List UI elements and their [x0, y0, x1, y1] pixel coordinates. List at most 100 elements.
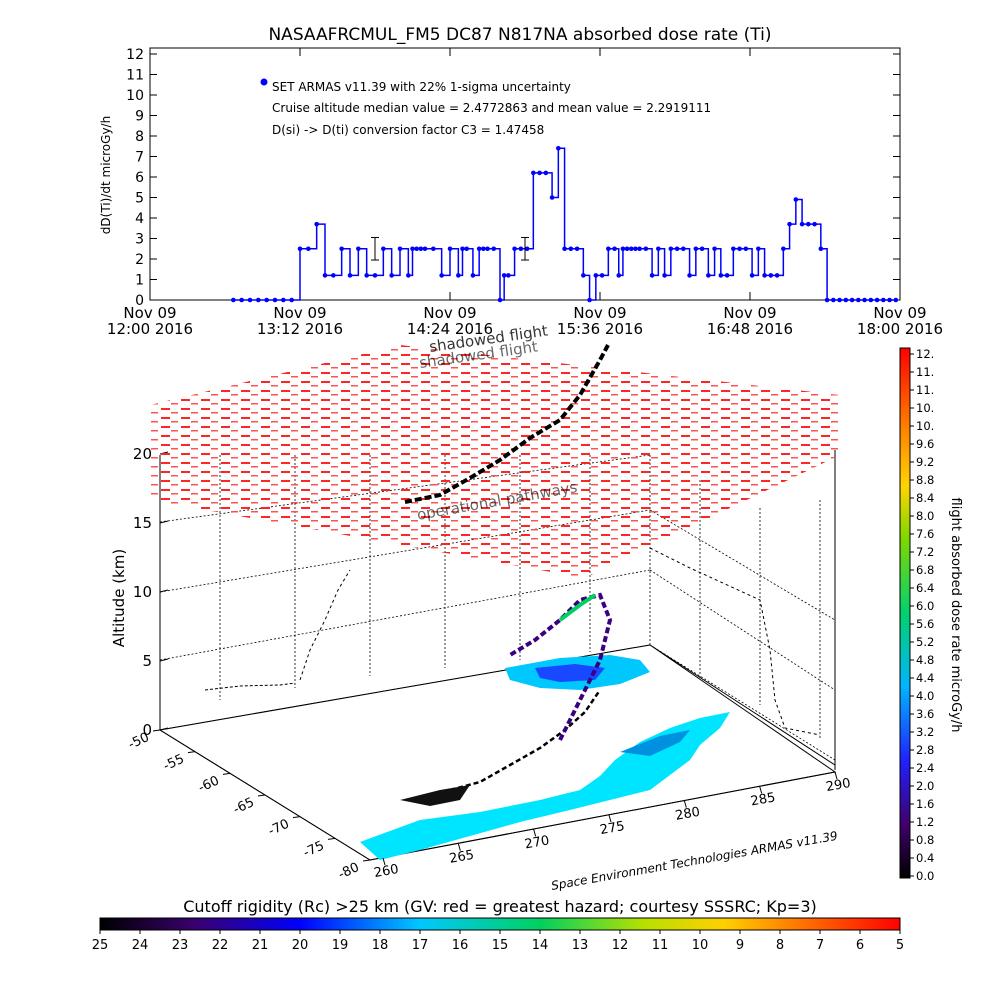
- data-point: [356, 246, 361, 252]
- x-tick-date: Nov 09: [723, 304, 776, 322]
- data-point: [812, 221, 817, 227]
- data-point: [706, 273, 711, 278]
- lat-tick-label: -60: [196, 773, 222, 796]
- lon-tick: [834, 771, 838, 780]
- data-point: [581, 273, 586, 278]
- colorbar-tick-label: 0.8: [916, 833, 934, 847]
- lon-tick-label: 275: [599, 819, 626, 838]
- rigidity-tick-label: 5: [896, 938, 904, 953]
- colorbar-tick-label: 4.0: [916, 689, 934, 703]
- y-tick-label: 6: [135, 170, 144, 186]
- x-tick-date: Nov 09: [123, 304, 176, 322]
- data-point: [464, 246, 469, 252]
- colorbar-tick-label: 1.6: [916, 797, 934, 811]
- data-point: [231, 297, 236, 303]
- colorbar-tick-label: 4.4: [916, 671, 934, 685]
- colorbar-tick-label: 5.6: [916, 617, 934, 631]
- data-point: [256, 297, 261, 303]
- dose-rate-series: [231, 146, 899, 303]
- y-tick-label: 11: [126, 68, 144, 84]
- data-point: [774, 273, 780, 278]
- lon-tick: [457, 843, 461, 851]
- y-axis-label: dD(Ti)/dt microGy/h: [99, 116, 113, 234]
- y-tick-label: 3: [135, 232, 144, 248]
- lat-tick: [327, 837, 336, 840]
- z-tick: [159, 658, 169, 662]
- z-tick-label: 20: [133, 445, 152, 463]
- colorbar-tick-label: 10.: [916, 419, 934, 433]
- colorbar-tick-label: 2.8: [916, 743, 934, 757]
- credit-text: Space Environment Technologies ARMAS v11…: [550, 829, 839, 893]
- y-tick-label: 9: [135, 109, 144, 125]
- data-point: [881, 297, 886, 303]
- data-point: [687, 273, 692, 278]
- data-point: [712, 246, 717, 252]
- data-point: [756, 246, 761, 252]
- rigidity-tick-label: 9: [736, 938, 744, 953]
- flight-path-cruise: [404, 344, 610, 504]
- data-point: [339, 246, 344, 252]
- flight-path-accent: [558, 593, 597, 622]
- data-point: [264, 297, 269, 303]
- data-point: [724, 273, 730, 278]
- data-point: [447, 246, 453, 252]
- colorbar-tick-label: 6.8: [916, 563, 934, 577]
- data-point: [616, 273, 622, 278]
- data-point: [649, 273, 655, 278]
- annotation-cruise: Cruise altitude median value = 2.4772863…: [272, 101, 711, 115]
- lat-tick-label: -75: [301, 838, 327, 861]
- rigidity-colorbar: Cutoff rigidity (Rc) >25 km (GV: red = g…: [92, 897, 904, 953]
- data-point: [297, 246, 303, 252]
- annotation-conversion: D(si) -> D(ti) conversion factor C3 = 1.…: [272, 123, 544, 137]
- data-point: [556, 146, 561, 151]
- south-america-core: [535, 664, 605, 682]
- data-point: [247, 297, 253, 303]
- rigidity-tick-label: 23: [172, 938, 189, 953]
- data-point: [531, 170, 536, 176]
- colorbar-tick-label: 0.0: [916, 869, 934, 883]
- data-point: [743, 246, 749, 252]
- data-point: [606, 246, 611, 252]
- rigidity-tick-label: 6: [856, 938, 864, 953]
- colorbar-tick-label: 11.: [916, 383, 934, 397]
- data-point: [306, 246, 311, 252]
- lat-tick-label: -65: [231, 795, 257, 818]
- lon-tick: [608, 814, 612, 823]
- y-tick-label: 0: [135, 293, 144, 309]
- data-point: [364, 273, 369, 278]
- dose-colorbar: 0.0 0.4 0.8 1.2 1.6 2.0 2.4 2.8 3.2 3.6 4.0 4.4 4.8 5…: [899, 347, 963, 883]
- data-point: [281, 297, 286, 303]
- data-point: [470, 273, 476, 278]
- data-point: [668, 246, 674, 252]
- x-tick-date: Nov 09: [573, 304, 626, 322]
- side-projection-vertical: [299, 569, 351, 681]
- data-point: [749, 273, 755, 278]
- rigidity-tick-label: 20: [292, 938, 309, 953]
- data-point: [476, 246, 482, 252]
- lat-tick-label: -80: [336, 860, 362, 883]
- side-projection-left: [204, 682, 296, 691]
- rigidity-tick-label: 22: [212, 938, 229, 953]
- data-point: [574, 246, 580, 252]
- data-point: [322, 273, 328, 278]
- data-point: [831, 297, 836, 303]
- x-tick-time: 14:24 2016: [407, 320, 493, 338]
- rigidity-tick-label: 8: [776, 938, 784, 953]
- data-point: [633, 246, 638, 252]
- lat-tick: [152, 729, 161, 732]
- chart-title: NASAAFRCMUL_FM5 DC87 N817NA absorbed dos…: [268, 25, 771, 45]
- x-tick-date: Nov 09: [423, 304, 476, 322]
- data-point: [768, 273, 774, 278]
- data-point: [406, 273, 411, 278]
- lon-tick-label: 260: [373, 862, 400, 881]
- colorbar-tick-label: 2.0: [916, 779, 934, 793]
- data-point: [456, 273, 461, 278]
- data-point: [549, 195, 555, 200]
- data-point: [612, 246, 617, 252]
- data-point: [849, 297, 855, 303]
- altitude-axis-label: Altitude (km): [110, 549, 128, 647]
- z-tick-label: 5: [142, 652, 152, 670]
- data-point: [460, 246, 465, 252]
